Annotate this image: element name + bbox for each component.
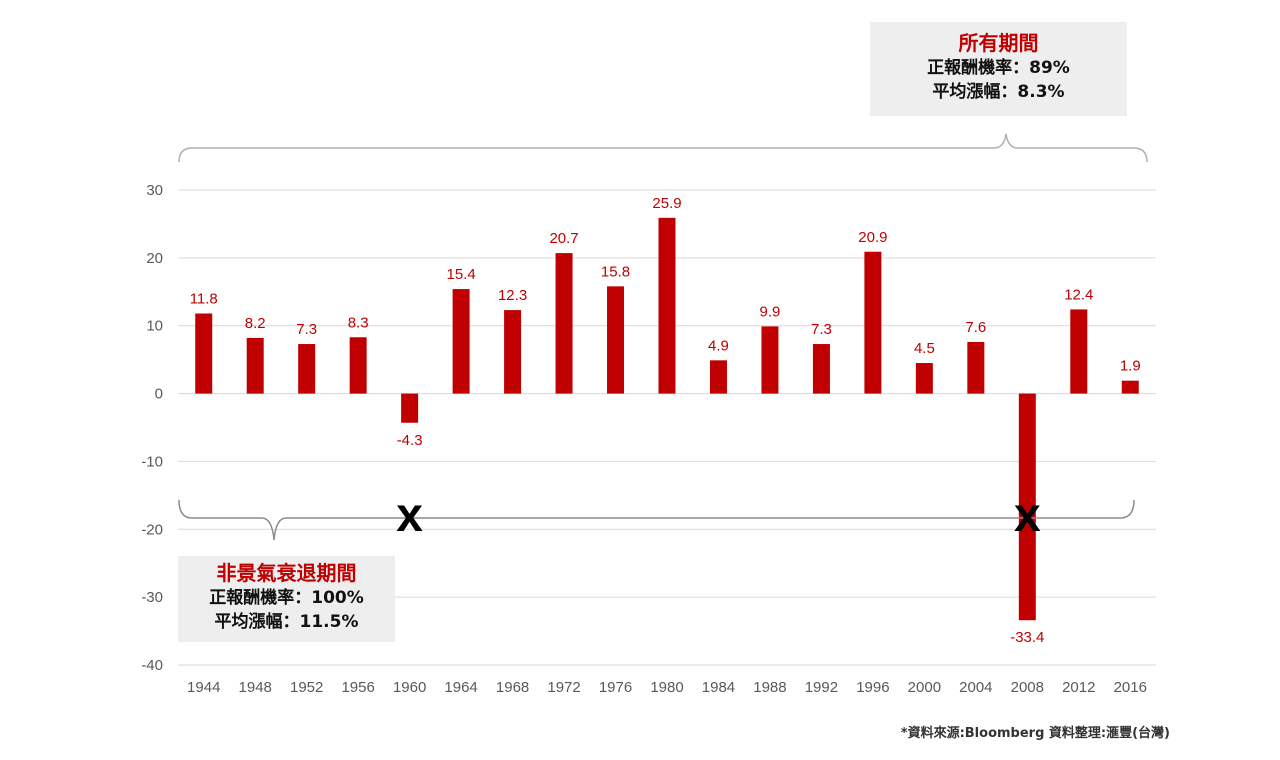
- bar-2008: [1018, 393, 1036, 621]
- value-label: -4.3: [397, 432, 423, 449]
- y-tick-label: -40: [141, 657, 163, 674]
- value-label: 1.9: [1120, 358, 1141, 375]
- callout-non-recession-title: 非景氣衰退期間: [216, 561, 357, 585]
- bar-1976: [607, 286, 625, 394]
- value-label: 15.8: [601, 263, 630, 280]
- x-tick-label: 1976: [599, 679, 632, 696]
- x-tick-label: 2016: [1114, 679, 1147, 696]
- source-note: *資料來源:Bloomberg 資料整理:滙豐(台灣): [900, 726, 1170, 741]
- y-tick-label: 20: [146, 250, 163, 267]
- value-label: 20.9: [858, 229, 887, 246]
- value-label: 15.4: [447, 266, 476, 283]
- x-tick-label: 2008: [1011, 679, 1044, 696]
- value-label: 12.4: [1064, 286, 1093, 303]
- excluded-marker: x: [396, 489, 423, 542]
- value-label: 11.8: [190, 291, 218, 308]
- bar-1948: [246, 337, 264, 394]
- callout-all-periods-probability: 正報酬機率：89%: [927, 58, 1070, 78]
- bar-1968: [504, 310, 522, 394]
- value-label: 9.9: [760, 303, 781, 320]
- bar-2016: [1121, 380, 1139, 394]
- bar-2004: [967, 342, 985, 394]
- bars: [195, 217, 1139, 621]
- bar-1944: [195, 313, 213, 394]
- x-tick-label: 1988: [753, 679, 786, 696]
- x-axis-ticks: 1944 1948 1952 1956 1960 1964 1968 1972 1976 1980…: [187, 679, 1147, 696]
- bar-1992: [812, 344, 830, 394]
- callout-non-recession-probability: 正報酬機率：100%: [209, 588, 364, 608]
- x-tick-label: 1956: [341, 679, 374, 696]
- top-brace: [178, 133, 1148, 163]
- bar-2000: [915, 363, 933, 394]
- value-label: 25.9: [652, 195, 681, 212]
- callout-all-periods-title: 所有期間: [958, 31, 1039, 55]
- value-label: 4.9: [708, 337, 729, 354]
- value-label: 8.3: [348, 314, 369, 331]
- callout-non-recession-average: 平均漲幅：11.5%: [214, 612, 359, 632]
- bar-1964: [452, 289, 470, 394]
- y-tick-label: 0: [155, 386, 163, 403]
- y-tick-label: -10: [141, 453, 163, 470]
- x-tick-label: 1980: [650, 679, 683, 696]
- value-label: 7.3: [296, 321, 317, 338]
- bar-1988: [761, 326, 779, 394]
- x-tick-label: 1952: [290, 679, 323, 696]
- callout-non-recession: 非景氣衰退期間 正報酬機率：100% 平均漲幅：11.5%: [178, 556, 395, 642]
- x-tick-label: 1960: [393, 679, 426, 696]
- bar-1960: [401, 393, 419, 423]
- bottom-brace: [178, 499, 1135, 541]
- y-tick-label: 30: [146, 182, 163, 199]
- x-tick-label: 1972: [547, 679, 580, 696]
- bar-1952: [298, 344, 316, 394]
- x-tick-label: 1968: [496, 679, 529, 696]
- bar-1972: [555, 253, 573, 394]
- value-label: 20.7: [549, 230, 578, 247]
- x-tick-label: 1992: [805, 679, 838, 696]
- y-tick-label: -30: [141, 589, 163, 606]
- callout-all-periods: 所有期間 正報酬機率：89% 平均漲幅：8.3%: [870, 22, 1127, 116]
- bar-1980: [658, 217, 676, 394]
- braces: [178, 133, 1148, 541]
- bar-2012: [1070, 309, 1088, 394]
- y-tick-label: -20: [141, 521, 163, 538]
- bar-1996: [864, 251, 882, 394]
- x-tick-label: 2004: [959, 679, 992, 696]
- x-tick-label: 1944: [187, 679, 220, 696]
- value-labels: 11.8 8.2 7.3 8.3 -4.3 15.4 12.3 20.7 15.8 25.9 4.9…: [190, 195, 1141, 646]
- value-label: 8.2: [245, 315, 266, 332]
- x-tick-label: 2000: [908, 679, 941, 696]
- x-tick-label: 1996: [856, 679, 889, 696]
- y-tick-label: 10: [146, 318, 163, 335]
- x-tick-label: 1984: [702, 679, 735, 696]
- value-label: 4.5: [914, 340, 935, 357]
- y-axis-ticks: 30 20 10 0 -10 -20 -30 -40: [141, 182, 163, 674]
- value-label: 7.6: [965, 319, 986, 336]
- x-tick-label: 1964: [444, 679, 477, 696]
- value-label: 7.3: [811, 321, 832, 338]
- bar-1984: [709, 360, 727, 394]
- callout-all-periods-average: 平均漲幅：8.3%: [932, 82, 1065, 102]
- x-tick-label: 1948: [239, 679, 272, 696]
- value-label: -33.4: [1010, 629, 1044, 646]
- bar-1956: [349, 337, 367, 394]
- excluded-marker: x: [1014, 489, 1041, 542]
- value-label: 12.3: [498, 287, 527, 304]
- x-tick-label: 2012: [1062, 679, 1095, 696]
